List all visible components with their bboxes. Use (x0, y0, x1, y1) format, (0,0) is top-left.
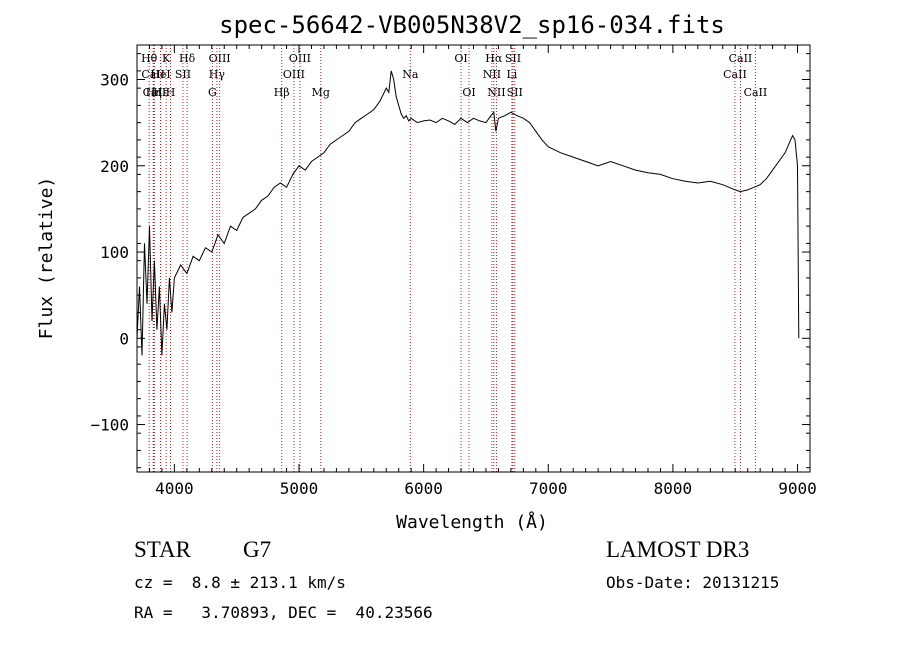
spectral-line-label: Hα (485, 52, 503, 65)
x-tick-label: 7000 (529, 479, 568, 498)
spectral-line-label: CaII (723, 68, 747, 81)
y-tick-label: 300 (100, 71, 129, 90)
spectral-line-label: CaII (729, 52, 753, 65)
x-axis-label: Wavelength (Å) (396, 511, 548, 533)
obs-date-text: Obs-Date: 20131215 (606, 573, 780, 592)
x-tick-label: 9000 (778, 479, 817, 498)
spectral-line-label: K (162, 52, 171, 65)
spectral-line-label: SII (175, 68, 191, 81)
x-tick-label: 6000 (404, 479, 443, 498)
y-tick-label: −100 (90, 416, 129, 435)
spectral-line-label: OIII (289, 52, 311, 65)
spectral-line-label: OIII (283, 68, 305, 81)
spectral-line-label: Hη (146, 86, 162, 99)
spectral-line-label: Na (402, 68, 419, 81)
spectral-line-label: CaII (744, 86, 768, 99)
spectral-line-label: OI (454, 52, 467, 65)
spectral-line-label: NII (487, 86, 505, 99)
spectral-line-label: Hγ (209, 68, 226, 81)
spectral-line-label: Hδ (179, 52, 196, 65)
spectral-line-label: Hε (153, 86, 169, 99)
x-tick-label: 5000 (280, 479, 319, 498)
spectral-line-label: CaII (143, 86, 167, 99)
plot-frame (136, 44, 811, 473)
y-tick-label: 100 (100, 243, 129, 262)
coordinates-text: RA = 3.70893, DEC = 40.23566 (134, 603, 433, 622)
x-tick-label: 4000 (155, 479, 194, 498)
spectral-line-label: OIII (209, 52, 231, 65)
spectral-line-label: H (166, 86, 176, 99)
flux-series-line (136, 70, 800, 356)
spectral-line-label: G (208, 86, 217, 99)
spectral-line-label: HeI (150, 68, 170, 81)
spectral-line-label: NII (483, 68, 501, 81)
x-tick-label: 8000 (654, 479, 693, 498)
spectral-line-labels: Hθ CaII CaII K Hε HeI Hη SII H Hδ OIII Hγ G Hβ OIII OII… (141, 52, 767, 99)
spectral-line-label: Li (506, 68, 517, 81)
object-subclass: G7 (243, 537, 272, 562)
spectral-lines-layer (148, 45, 756, 472)
y-axis-label: Flux (relative) (36, 177, 57, 340)
spectral-line-label: OI (462, 86, 475, 99)
spectral-line-label: CaII (141, 68, 165, 81)
axes-ticks: 4000 5000 6000 7000 8000 9000 −100 0 100 200 300 (90, 45, 817, 498)
chart-title: spec-56642-VB005N38V2_sp16-034.fits (219, 11, 725, 39)
object-class: STAR (134, 537, 191, 562)
y-tick-label: 0 (119, 329, 129, 348)
survey-name: LAMOST DR3 (606, 537, 750, 562)
spectral-line-label: Hθ (141, 52, 158, 65)
spectral-line-label: Hβ (274, 86, 290, 99)
spectral-line-label: SII (505, 52, 521, 65)
spectral-line-label: Mg (312, 86, 330, 99)
spectral-line-label: SII (507, 86, 523, 99)
y-tick-label: 200 (100, 157, 129, 176)
redshift-text: cz = 8.8 ± 213.1 km/s (134, 573, 346, 592)
